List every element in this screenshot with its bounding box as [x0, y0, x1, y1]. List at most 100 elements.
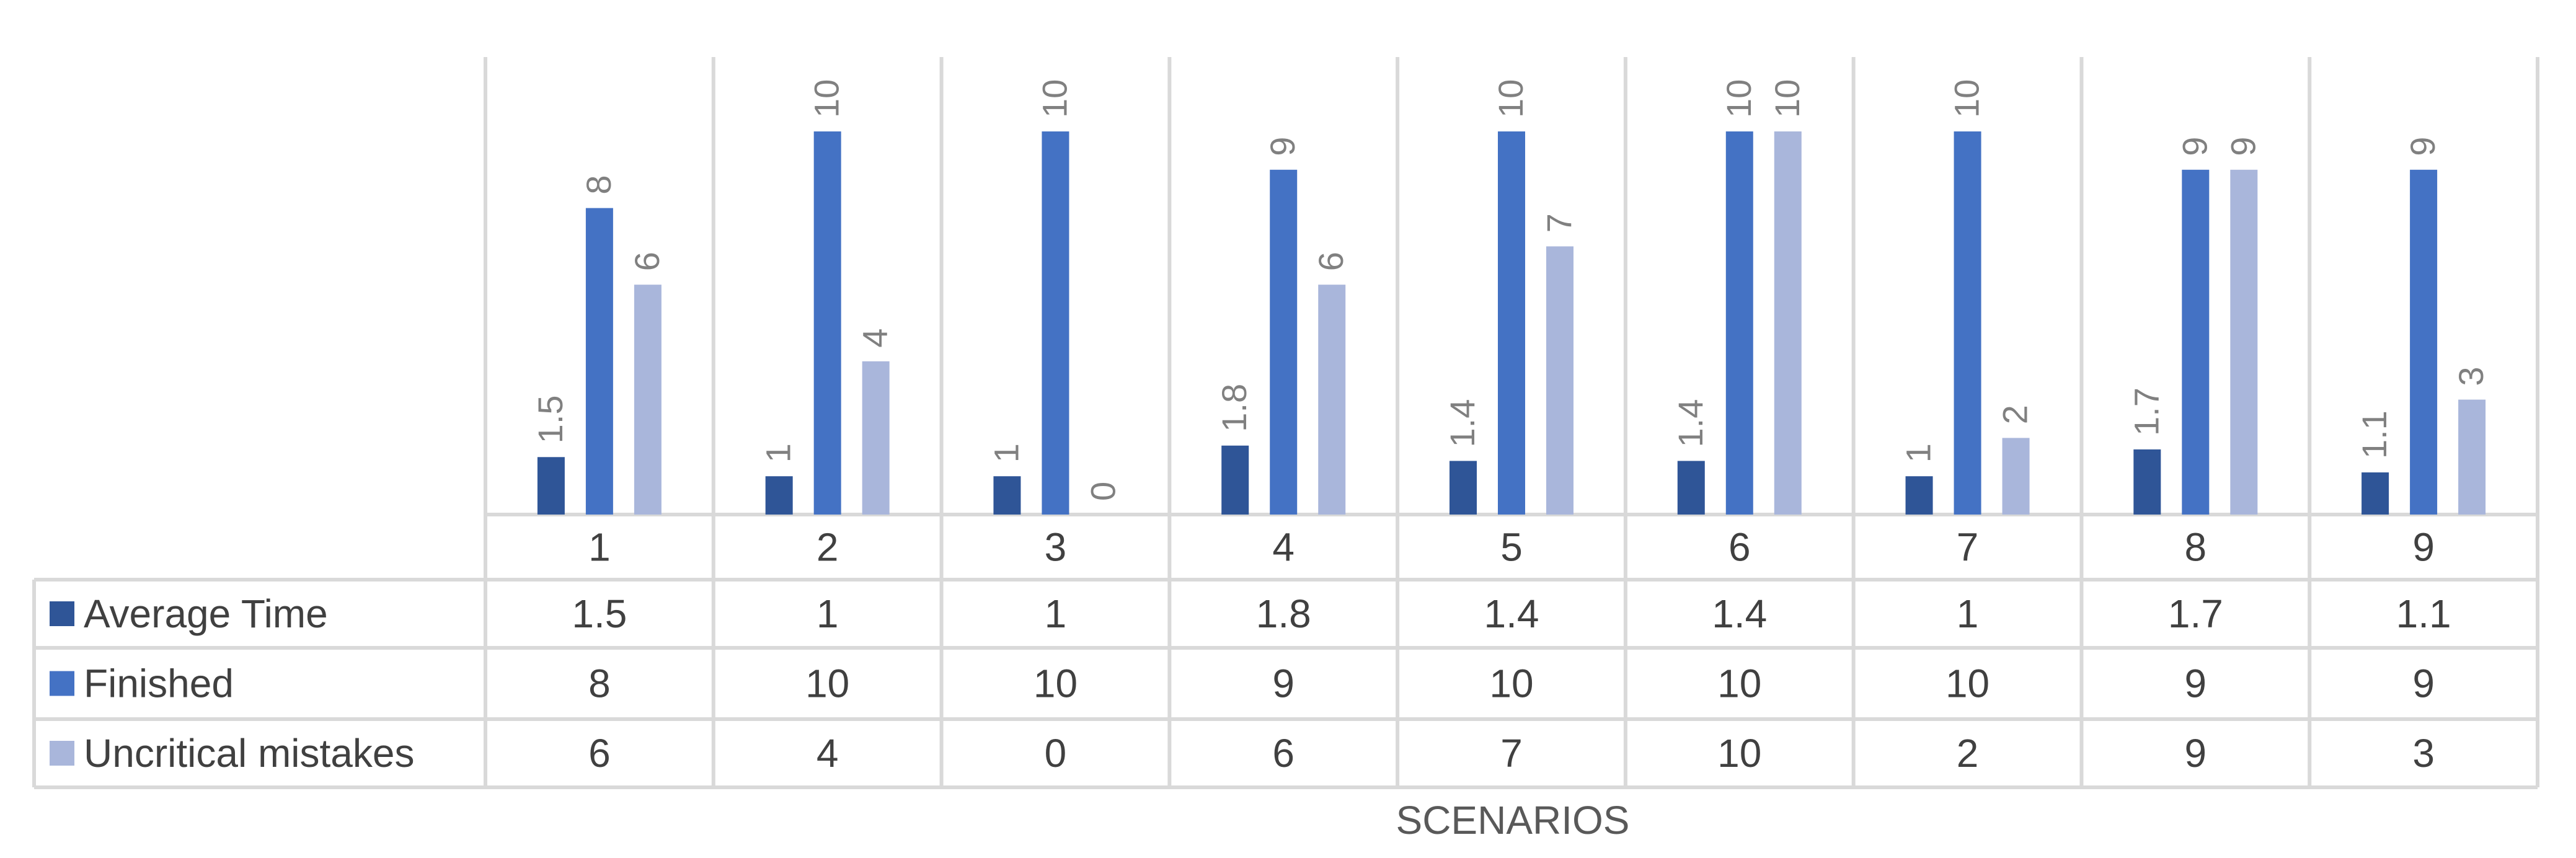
category-label: 3 [1045, 525, 1067, 570]
data-label: 1.5 [531, 395, 570, 443]
bar-finished-8 [2182, 169, 2210, 515]
bar-uncritical-mistakes-2 [862, 361, 890, 515]
bar-uncritical-mistakes-7 [2002, 438, 2030, 515]
bar-average-time-7 [1905, 476, 1933, 515]
data-label: 9 [1263, 137, 1302, 156]
data-label: 4 [856, 329, 895, 348]
table-cell: 1 [1957, 591, 1979, 636]
data-label: 10 [1035, 79, 1074, 118]
data-label: 10 [1947, 79, 1986, 118]
data-table: 1 2 3 4 5 6 7 8 9 Average Time 1.5 1 1 1.8 1.4 1.4 1 1.7 1… [50, 525, 2451, 776]
data-label: 0 [1083, 482, 1122, 501]
data-label: 7 [1539, 213, 1578, 232]
table-cell: 7 [1500, 731, 1523, 776]
bar-average-time-2 [765, 476, 793, 515]
legend-key [50, 741, 74, 766]
bar-uncritical-mistakes-4 [1318, 285, 1346, 515]
table-cell: 10 [1717, 661, 1761, 706]
table-cell: 9 [2185, 731, 2207, 776]
table-cell: 10 [1717, 731, 1761, 776]
table-cell: 2 [1957, 731, 1979, 776]
bar-average-time-5 [1450, 461, 1477, 515]
legend-key [50, 601, 74, 626]
data-label: 8 [579, 175, 618, 194]
table-cell: 0 [1045, 731, 1067, 776]
bar-finished-4 [1270, 169, 1298, 515]
table-cell: 10 [805, 661, 849, 706]
bar-uncritical-mistakes-6 [1774, 131, 1802, 515]
data-label: 1.7 [2127, 387, 2166, 436]
data-label: 9 [2223, 137, 2262, 156]
table-cell: 9 [2185, 661, 2207, 706]
bar-finished-7 [1954, 131, 1981, 515]
data-label: 1.4 [1671, 399, 1710, 448]
data-label: 6 [627, 252, 666, 271]
table-cell: 9 [2412, 661, 2435, 706]
bar-average-time-3 [993, 476, 1021, 515]
data-label: 10 [1491, 79, 1530, 118]
category-label: 6 [1728, 525, 1751, 570]
bar-average-time-6 [1677, 461, 1705, 515]
table-cell: 9 [1272, 661, 1295, 706]
data-label: 1 [759, 443, 798, 462]
bar-average-time-4 [1221, 445, 1249, 515]
table-cell: 6 [1272, 731, 1295, 776]
table-cell: 10 [1945, 661, 1990, 706]
bar-finished-9 [2410, 169, 2438, 515]
x-axis-title: SCENARIOS [1396, 798, 1630, 843]
data-label: 6 [1311, 252, 1350, 271]
bar-average-time-9 [2361, 472, 2389, 515]
bars [537, 131, 2486, 515]
table-cell: 6 [588, 731, 611, 776]
table-cell: 1.4 [1484, 591, 1539, 636]
table-row-label: Finished [84, 661, 234, 706]
data-label: 10 [1719, 79, 1758, 118]
table-cell: 1.7 [2168, 591, 2223, 636]
bar-uncritical-mistakes-9 [2458, 399, 2486, 515]
category-label: 2 [817, 525, 839, 570]
bar-average-time-1 [537, 457, 565, 515]
table-cell: 1.5 [572, 591, 627, 636]
table-cell: 1.8 [1256, 591, 1311, 636]
table-cell: 1 [817, 591, 839, 636]
data-label: 10 [1768, 79, 1807, 118]
bar-uncritical-mistakes-8 [2230, 169, 2258, 515]
table-cell: 10 [1033, 661, 1078, 706]
bar-finished-5 [1498, 131, 1525, 515]
data-label: 1 [1899, 443, 1938, 462]
data-label: 3 [2451, 366, 2490, 386]
table-cell: 3 [2412, 731, 2435, 776]
data-label: 9 [2175, 137, 2214, 156]
bar-average-time-8 [2133, 449, 2161, 515]
category-label: 8 [2185, 525, 2207, 570]
data-label: 2 [1996, 405, 2035, 424]
category-label: 1 [588, 525, 611, 570]
bar-finished-1 [585, 208, 613, 515]
table-cell: 1 [1045, 591, 1067, 636]
table-row-label: Uncritical mistakes [84, 731, 414, 776]
data-label: 1.4 [1443, 399, 1482, 448]
data-label: 1 [986, 443, 1025, 462]
bar-uncritical-mistakes-5 [1546, 246, 1573, 515]
data-label: 9 [2403, 137, 2442, 156]
category-label: 5 [1500, 525, 1523, 570]
legend-key [50, 671, 74, 696]
table-cell: 8 [588, 661, 611, 706]
category-label: 4 [1272, 525, 1295, 570]
bar-uncritical-mistakes-1 [634, 285, 662, 515]
table-cell: 10 [1489, 661, 1533, 706]
table-cell: 4 [817, 731, 839, 776]
bar-finished-3 [1042, 131, 1069, 515]
bar-finished-2 [813, 131, 841, 515]
category-label: 9 [2412, 525, 2435, 570]
category-label: 7 [1957, 525, 1979, 570]
data-label: 1.8 [1215, 384, 1254, 432]
table-row-label: Average Time [84, 591, 328, 636]
bar-finished-6 [1725, 131, 1753, 515]
data-label: 1.1 [2355, 410, 2394, 459]
table-cell: 1.4 [1712, 591, 1767, 636]
data-label: 10 [807, 79, 846, 118]
table-cell: 1.1 [2396, 591, 2451, 636]
